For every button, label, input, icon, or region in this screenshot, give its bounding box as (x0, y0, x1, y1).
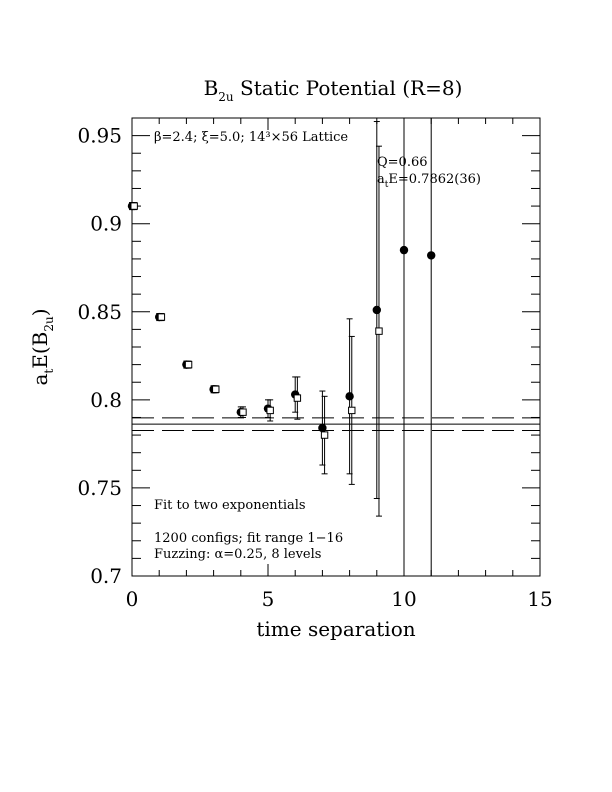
data-point (266, 406, 274, 415)
data-point (184, 360, 193, 369)
fit-method-annotation: Fit to two exponentials (154, 498, 306, 513)
x-tick-label: 0 (126, 587, 139, 611)
y-tick-label: 0.8 (90, 388, 122, 412)
configs-annotation: 1200 configs; fit range 1−16 (154, 531, 343, 546)
x-tick-label: 15 (527, 587, 552, 611)
data-series (127, 118, 436, 576)
data-point (239, 408, 247, 416)
x-axis-label: time separation (256, 617, 415, 641)
lattice-annotation: β=2.4; ξ=5.0; 14³×56 Lattice (154, 130, 348, 145)
title-rest: Static Potential (R=8) (234, 76, 463, 100)
y-axis-label: atE(B2u) (28, 308, 56, 385)
data-point (427, 251, 436, 260)
data-point (375, 327, 383, 335)
data-point (212, 385, 220, 393)
y-tick-labels: 0.7 0.75 0.8 0.85 0.9 0.95 (77, 124, 122, 588)
y-tick-label: 0.75 (77, 476, 122, 500)
q-value-annotation: Q=0.66 (377, 155, 428, 170)
data-point (399, 245, 409, 255)
ylabel-mid: E(B (28, 332, 52, 369)
fit-energy-t: t (385, 180, 389, 190)
fit-energy-annotation: atE=0.7862(36) (377, 172, 481, 190)
fit-lines (132, 417, 540, 431)
ylabel-t: t (42, 369, 56, 374)
title-subscript: 2u (218, 90, 234, 104)
data-point (345, 392, 354, 401)
fuzzing-annotation: Fuzzing: α=0.25, 8 levels (154, 547, 321, 562)
x-tick-label: 5 (262, 587, 275, 611)
data-point (293, 394, 302, 402)
data-point (320, 431, 329, 439)
fit-energy-rest: E=0.7862(36) (388, 172, 481, 187)
ylabel-end: ) (28, 308, 52, 316)
title-main: B (204, 76, 219, 100)
data-point (157, 313, 166, 321)
ylabel-sub: 2u (42, 316, 56, 332)
data-point (318, 423, 327, 433)
x-tick-labels: 0 5 10 15 (126, 587, 553, 611)
ylabel-main: a (28, 374, 52, 386)
series-open-square (130, 145, 383, 517)
y-tick-label: 0.7 (90, 564, 122, 588)
y-tick-label: 0.95 (77, 124, 122, 148)
data-point (348, 406, 356, 415)
chart-title: B2u Static Potential (R=8) (204, 76, 463, 104)
data-point (372, 305, 381, 315)
data-point (130, 202, 138, 210)
y-tick-label: 0.9 (90, 212, 122, 236)
fit-energy-a: a (377, 172, 385, 187)
x-tick-label: 10 (391, 587, 416, 611)
y-tick-label: 0.85 (77, 300, 122, 324)
